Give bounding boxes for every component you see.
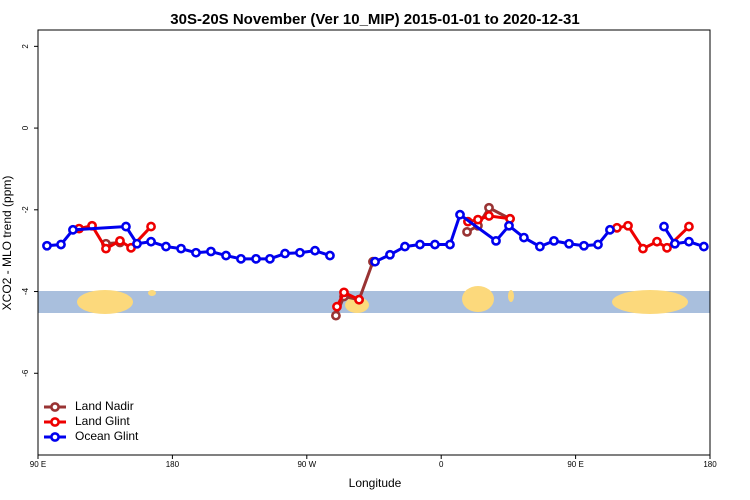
point [132, 238, 142, 249]
plot-frame [37, 29, 711, 456]
point [535, 241, 545, 252]
point [455, 209, 465, 220]
point [161, 241, 171, 252]
point [310, 245, 320, 256]
point [191, 247, 201, 258]
point [115, 235, 125, 246]
point [623, 220, 633, 231]
point [146, 221, 156, 232]
land [148, 290, 156, 296]
ocean-strip [38, 291, 710, 313]
land [77, 290, 133, 314]
x-tick-label: 90 E [30, 460, 46, 469]
point [445, 239, 455, 250]
point [354, 294, 364, 305]
point [206, 246, 216, 257]
legend-marker [50, 432, 60, 442]
point [549, 235, 559, 246]
point [593, 239, 603, 250]
point [662, 242, 672, 253]
point [659, 221, 669, 232]
point [400, 241, 410, 252]
legend-label: Ocean Glint [75, 429, 139, 443]
land [612, 290, 688, 314]
point [579, 240, 589, 251]
point [385, 249, 395, 260]
point [251, 253, 261, 264]
point [684, 236, 694, 247]
point [339, 287, 349, 298]
y-tick-label: 0 [21, 125, 30, 130]
point [415, 239, 425, 250]
y-tick-label: -2 [21, 206, 30, 214]
point [670, 238, 680, 249]
point [331, 310, 341, 321]
x-tick-label: 90 W [297, 460, 316, 469]
legend-marker [50, 402, 60, 412]
point [504, 220, 514, 231]
point [491, 235, 501, 246]
point [484, 211, 494, 221]
x-tick-label: 180 [703, 460, 717, 469]
point [265, 253, 275, 264]
map-strip [38, 286, 710, 314]
series-line [46, 212, 705, 264]
y-tick-label: -4 [21, 287, 30, 295]
point [370, 256, 380, 267]
land [462, 286, 494, 312]
point [221, 250, 231, 261]
x-tick-label: 0 [439, 460, 444, 469]
x-axis-title: Longitude [349, 476, 402, 490]
legend-marker [50, 417, 60, 427]
point [519, 232, 529, 243]
y-axis-title: XCO2 - MLO trend (ppm) [0, 176, 14, 311]
point [68, 224, 78, 235]
x-tick-label: 180 [166, 460, 180, 469]
point [564, 238, 574, 249]
y-tick-label: 2 [21, 44, 30, 49]
point [605, 224, 615, 235]
point [462, 226, 472, 237]
point [684, 221, 694, 232]
point [236, 253, 246, 264]
point [698, 241, 709, 252]
point [146, 236, 156, 247]
point [56, 239, 66, 250]
point [280, 248, 290, 259]
point [42, 240, 52, 251]
point [638, 243, 648, 254]
y-tick-label: -6 [21, 369, 30, 377]
point [121, 221, 131, 232]
x-tick-label: 90 E [567, 460, 583, 469]
point [101, 243, 111, 254]
land [508, 290, 514, 302]
point [473, 214, 483, 225]
legend-label: Land Nadir [75, 399, 134, 413]
point [176, 243, 186, 254]
point [484, 202, 494, 213]
point [652, 236, 662, 247]
point [332, 301, 342, 312]
legend-label: Land Glint [75, 414, 130, 428]
point [295, 247, 305, 258]
point [430, 239, 440, 250]
chart-title: 30S-20S November (Ver 10_MIP) 2015-01-01… [170, 11, 579, 28]
point [325, 250, 335, 261]
